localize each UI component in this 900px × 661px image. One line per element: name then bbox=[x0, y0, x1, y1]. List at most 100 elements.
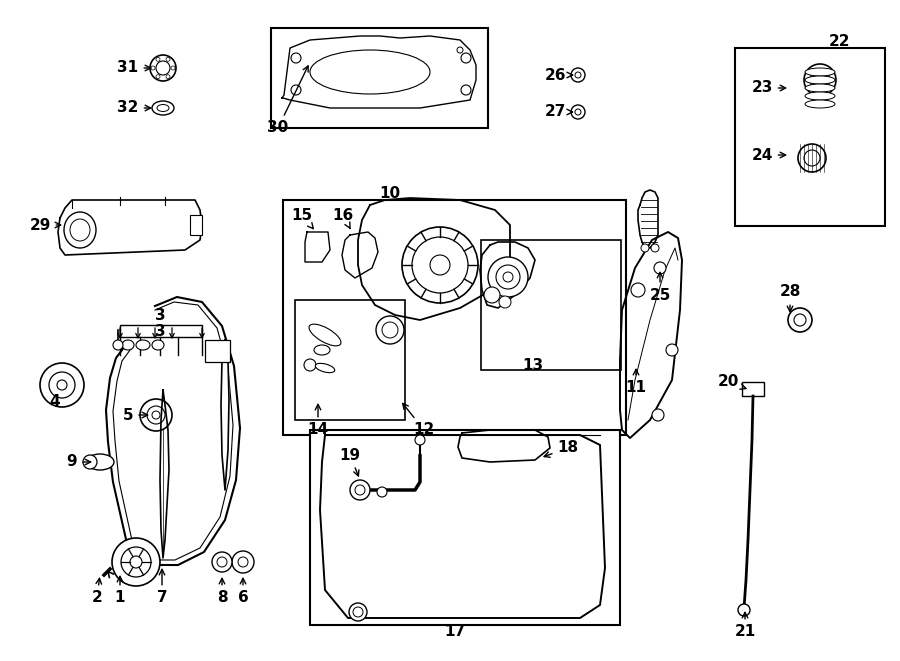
Circle shape bbox=[804, 64, 836, 96]
Ellipse shape bbox=[152, 101, 174, 115]
Circle shape bbox=[382, 322, 398, 338]
Bar bbox=[190, 215, 202, 235]
Polygon shape bbox=[282, 36, 476, 108]
Text: 19: 19 bbox=[339, 447, 361, 476]
Bar bbox=[481, 240, 621, 370]
Circle shape bbox=[150, 55, 176, 81]
Text: 11: 11 bbox=[626, 369, 646, 395]
Circle shape bbox=[217, 557, 227, 567]
Circle shape bbox=[291, 85, 301, 95]
Polygon shape bbox=[305, 232, 330, 262]
Text: 6: 6 bbox=[238, 578, 248, 605]
Circle shape bbox=[654, 262, 666, 274]
Circle shape bbox=[461, 85, 471, 95]
Bar bbox=[295, 300, 405, 420]
Text: 5: 5 bbox=[122, 407, 148, 422]
Circle shape bbox=[140, 399, 172, 431]
Circle shape bbox=[788, 308, 812, 332]
Ellipse shape bbox=[122, 340, 134, 350]
Ellipse shape bbox=[805, 84, 835, 92]
Circle shape bbox=[40, 363, 84, 407]
Circle shape bbox=[355, 485, 365, 495]
Ellipse shape bbox=[310, 50, 430, 94]
Text: 1: 1 bbox=[115, 576, 125, 605]
Circle shape bbox=[156, 75, 160, 79]
Circle shape bbox=[166, 75, 170, 79]
Bar bbox=[271, 28, 488, 128]
Circle shape bbox=[238, 557, 248, 567]
Circle shape bbox=[57, 380, 67, 390]
Text: 3: 3 bbox=[155, 307, 166, 323]
Ellipse shape bbox=[64, 212, 96, 248]
Circle shape bbox=[571, 105, 585, 119]
Text: 31: 31 bbox=[117, 61, 150, 75]
Circle shape bbox=[130, 556, 142, 568]
Ellipse shape bbox=[805, 76, 835, 84]
Text: 3: 3 bbox=[155, 325, 166, 340]
Circle shape bbox=[652, 409, 664, 421]
Bar bbox=[310, 430, 620, 625]
Text: 7: 7 bbox=[157, 569, 167, 605]
Circle shape bbox=[499, 296, 511, 308]
Polygon shape bbox=[480, 242, 535, 308]
Circle shape bbox=[171, 66, 175, 70]
Circle shape bbox=[121, 547, 151, 577]
Text: 20: 20 bbox=[717, 375, 746, 389]
Circle shape bbox=[794, 314, 806, 326]
Text: 18: 18 bbox=[544, 440, 579, 457]
Circle shape bbox=[488, 257, 528, 297]
Text: 14: 14 bbox=[308, 405, 328, 438]
Text: 24: 24 bbox=[752, 147, 786, 163]
Text: 12: 12 bbox=[402, 403, 435, 438]
Bar bbox=[283, 200, 626, 435]
Polygon shape bbox=[342, 232, 378, 278]
Circle shape bbox=[571, 68, 585, 82]
Circle shape bbox=[738, 604, 750, 616]
Circle shape bbox=[151, 66, 155, 70]
Circle shape bbox=[49, 372, 75, 398]
Polygon shape bbox=[58, 200, 202, 255]
Circle shape bbox=[156, 58, 160, 61]
Circle shape bbox=[212, 552, 232, 572]
Circle shape bbox=[113, 340, 123, 350]
Text: 21: 21 bbox=[734, 612, 756, 639]
Text: 15: 15 bbox=[292, 208, 313, 229]
Circle shape bbox=[147, 406, 165, 424]
Ellipse shape bbox=[136, 340, 150, 350]
Text: 25: 25 bbox=[649, 272, 670, 303]
Circle shape bbox=[83, 455, 97, 469]
Circle shape bbox=[349, 603, 367, 621]
Ellipse shape bbox=[315, 364, 335, 373]
Bar bbox=[742, 382, 764, 396]
Polygon shape bbox=[320, 435, 605, 618]
Text: 8: 8 bbox=[217, 578, 228, 605]
Circle shape bbox=[353, 607, 363, 617]
Circle shape bbox=[641, 244, 649, 252]
Ellipse shape bbox=[805, 92, 835, 100]
Circle shape bbox=[457, 47, 463, 53]
Polygon shape bbox=[221, 340, 229, 490]
Circle shape bbox=[156, 61, 170, 75]
Ellipse shape bbox=[309, 324, 341, 346]
Circle shape bbox=[631, 283, 645, 297]
Text: 22: 22 bbox=[829, 34, 850, 50]
Circle shape bbox=[484, 287, 500, 303]
Circle shape bbox=[666, 344, 678, 356]
Circle shape bbox=[291, 53, 301, 63]
Circle shape bbox=[376, 316, 404, 344]
Circle shape bbox=[804, 150, 820, 166]
Circle shape bbox=[232, 551, 254, 573]
Polygon shape bbox=[160, 390, 169, 558]
Ellipse shape bbox=[70, 219, 90, 241]
Circle shape bbox=[304, 359, 316, 371]
Text: 29: 29 bbox=[30, 217, 60, 233]
Circle shape bbox=[651, 244, 659, 252]
Circle shape bbox=[575, 72, 581, 78]
Circle shape bbox=[798, 144, 826, 172]
Circle shape bbox=[461, 53, 471, 63]
Ellipse shape bbox=[805, 68, 835, 76]
Ellipse shape bbox=[157, 104, 169, 112]
Text: 26: 26 bbox=[544, 67, 572, 83]
Circle shape bbox=[810, 70, 830, 90]
Circle shape bbox=[152, 411, 160, 419]
